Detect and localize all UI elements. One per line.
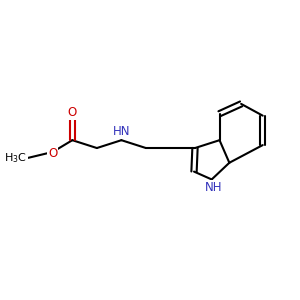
Text: O: O — [68, 106, 77, 119]
Text: HN: HN — [113, 125, 130, 138]
Text: O: O — [48, 147, 57, 160]
Text: $\mathsf{H_3C}$: $\mathsf{H_3C}$ — [4, 151, 27, 165]
Text: NH: NH — [204, 181, 222, 194]
